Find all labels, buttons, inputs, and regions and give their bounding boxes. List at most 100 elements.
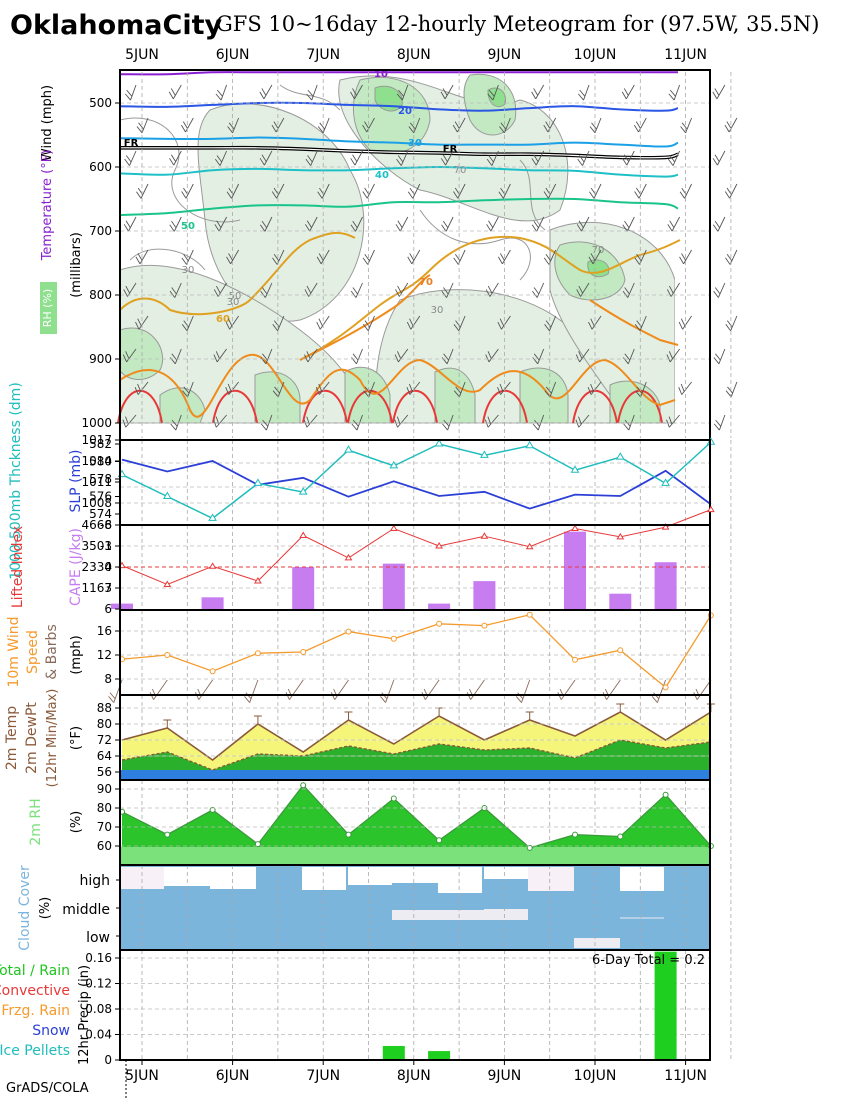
barb-staff xyxy=(307,348,318,363)
cape-bar xyxy=(609,593,632,609)
barb-staff xyxy=(583,84,590,101)
barb-feather xyxy=(271,191,278,199)
wind-barb xyxy=(531,84,545,100)
barb-feather xyxy=(261,287,268,295)
wind-barb xyxy=(330,679,349,700)
wind-barb xyxy=(135,249,149,265)
barb-feather xyxy=(714,220,721,229)
wind-barb xyxy=(380,679,395,703)
barb-staff xyxy=(591,315,602,330)
isotherm-line xyxy=(119,136,679,148)
barb-feather xyxy=(499,253,505,261)
barb-feather xyxy=(533,154,539,162)
barb-feather xyxy=(575,354,581,363)
barb-feather xyxy=(362,124,368,133)
wind-barb xyxy=(304,348,318,363)
y-tick-label: 1000 xyxy=(81,416,112,430)
wind-barb xyxy=(315,381,330,395)
barb-feather xyxy=(635,121,641,129)
isotherm-label: 50 xyxy=(181,221,195,232)
barb-feather xyxy=(307,155,313,163)
barb-feather xyxy=(149,692,154,700)
rh-contour-region xyxy=(434,367,476,424)
wind-barb xyxy=(363,381,375,398)
wind-barb xyxy=(440,150,454,166)
barb-feather xyxy=(724,124,730,133)
wind-speed-marker xyxy=(300,649,307,655)
barb-staff xyxy=(446,282,454,298)
wind-barb xyxy=(316,315,330,330)
barb-feather xyxy=(499,383,504,392)
barb-staff xyxy=(219,150,228,166)
barb-feather xyxy=(544,324,550,332)
barb-feather xyxy=(680,383,685,392)
rh2m-marker xyxy=(164,831,171,838)
wind-barb xyxy=(362,183,375,199)
wind-barb xyxy=(575,348,590,363)
barb-feather xyxy=(678,321,684,330)
wind-speed-marker xyxy=(481,622,488,629)
barb-staff xyxy=(502,183,511,199)
barb-feather xyxy=(453,191,459,199)
wind-barb xyxy=(486,150,499,166)
barb-feather xyxy=(183,320,189,328)
max-temp-whisker xyxy=(435,707,444,716)
barb-feather xyxy=(125,155,132,163)
barb-feather xyxy=(394,354,399,363)
wind-barb xyxy=(123,282,137,297)
barb-staff xyxy=(502,249,511,265)
pressure-axis: 500 600 700 800 900 1000 xyxy=(81,96,120,430)
lifted-index-axis-label: Lifted Index xyxy=(10,526,26,608)
barb-feather xyxy=(364,320,371,328)
day-label-bottom: 9JUN xyxy=(488,1068,522,1084)
barb-feather xyxy=(466,692,472,700)
wind-speed-marker xyxy=(662,684,669,691)
barb-feather xyxy=(364,386,371,394)
barb-staff xyxy=(638,117,647,133)
barb-staff xyxy=(275,117,285,133)
temp-axis-label-1: 2m Temp xyxy=(4,706,20,770)
rh-contour-label: 70 xyxy=(454,165,467,176)
wind-barb xyxy=(452,117,466,133)
barb-feather xyxy=(543,257,550,265)
thickness-marker xyxy=(162,491,172,499)
y-tick-label: 4668 xyxy=(81,518,112,532)
barb-feather xyxy=(352,220,358,229)
barb-feather xyxy=(545,386,552,394)
barb-staff xyxy=(489,282,499,297)
wind-barb xyxy=(362,249,375,265)
thickness-marker xyxy=(480,450,489,458)
wind-barb xyxy=(123,216,137,232)
rh2m-axis: 60 70 80 90 xyxy=(97,782,120,853)
barb-feather xyxy=(726,121,732,129)
rh-contour-line xyxy=(129,248,206,271)
barb-feather xyxy=(170,88,176,96)
wind-barb xyxy=(485,348,499,363)
barb-feather xyxy=(485,289,491,297)
barb-feather xyxy=(126,89,133,97)
barb-feather xyxy=(183,254,189,262)
barb-feather xyxy=(634,257,640,265)
wind-barb xyxy=(169,348,182,365)
barb-staff xyxy=(491,150,499,166)
barb-feather xyxy=(305,158,312,166)
barb-staff xyxy=(681,381,692,395)
wind-barb xyxy=(122,348,137,363)
barb-feather xyxy=(725,324,732,332)
barb-feather xyxy=(622,158,628,166)
barb-feather xyxy=(169,224,175,232)
barb-feather xyxy=(316,256,322,265)
barb-staff xyxy=(718,348,726,365)
barb-feather xyxy=(303,419,308,428)
barb-feather xyxy=(244,696,251,703)
barb-feather xyxy=(214,224,220,232)
barb-staff xyxy=(581,216,590,232)
barb-staff xyxy=(627,282,635,298)
precip-bar xyxy=(428,1051,451,1060)
freezing-level-label: FR xyxy=(124,138,139,149)
cloud-level-middle: middle xyxy=(62,902,110,918)
barb-feather xyxy=(669,155,676,163)
horizontal-gridlines xyxy=(120,545,710,589)
barb-feather xyxy=(306,351,311,359)
